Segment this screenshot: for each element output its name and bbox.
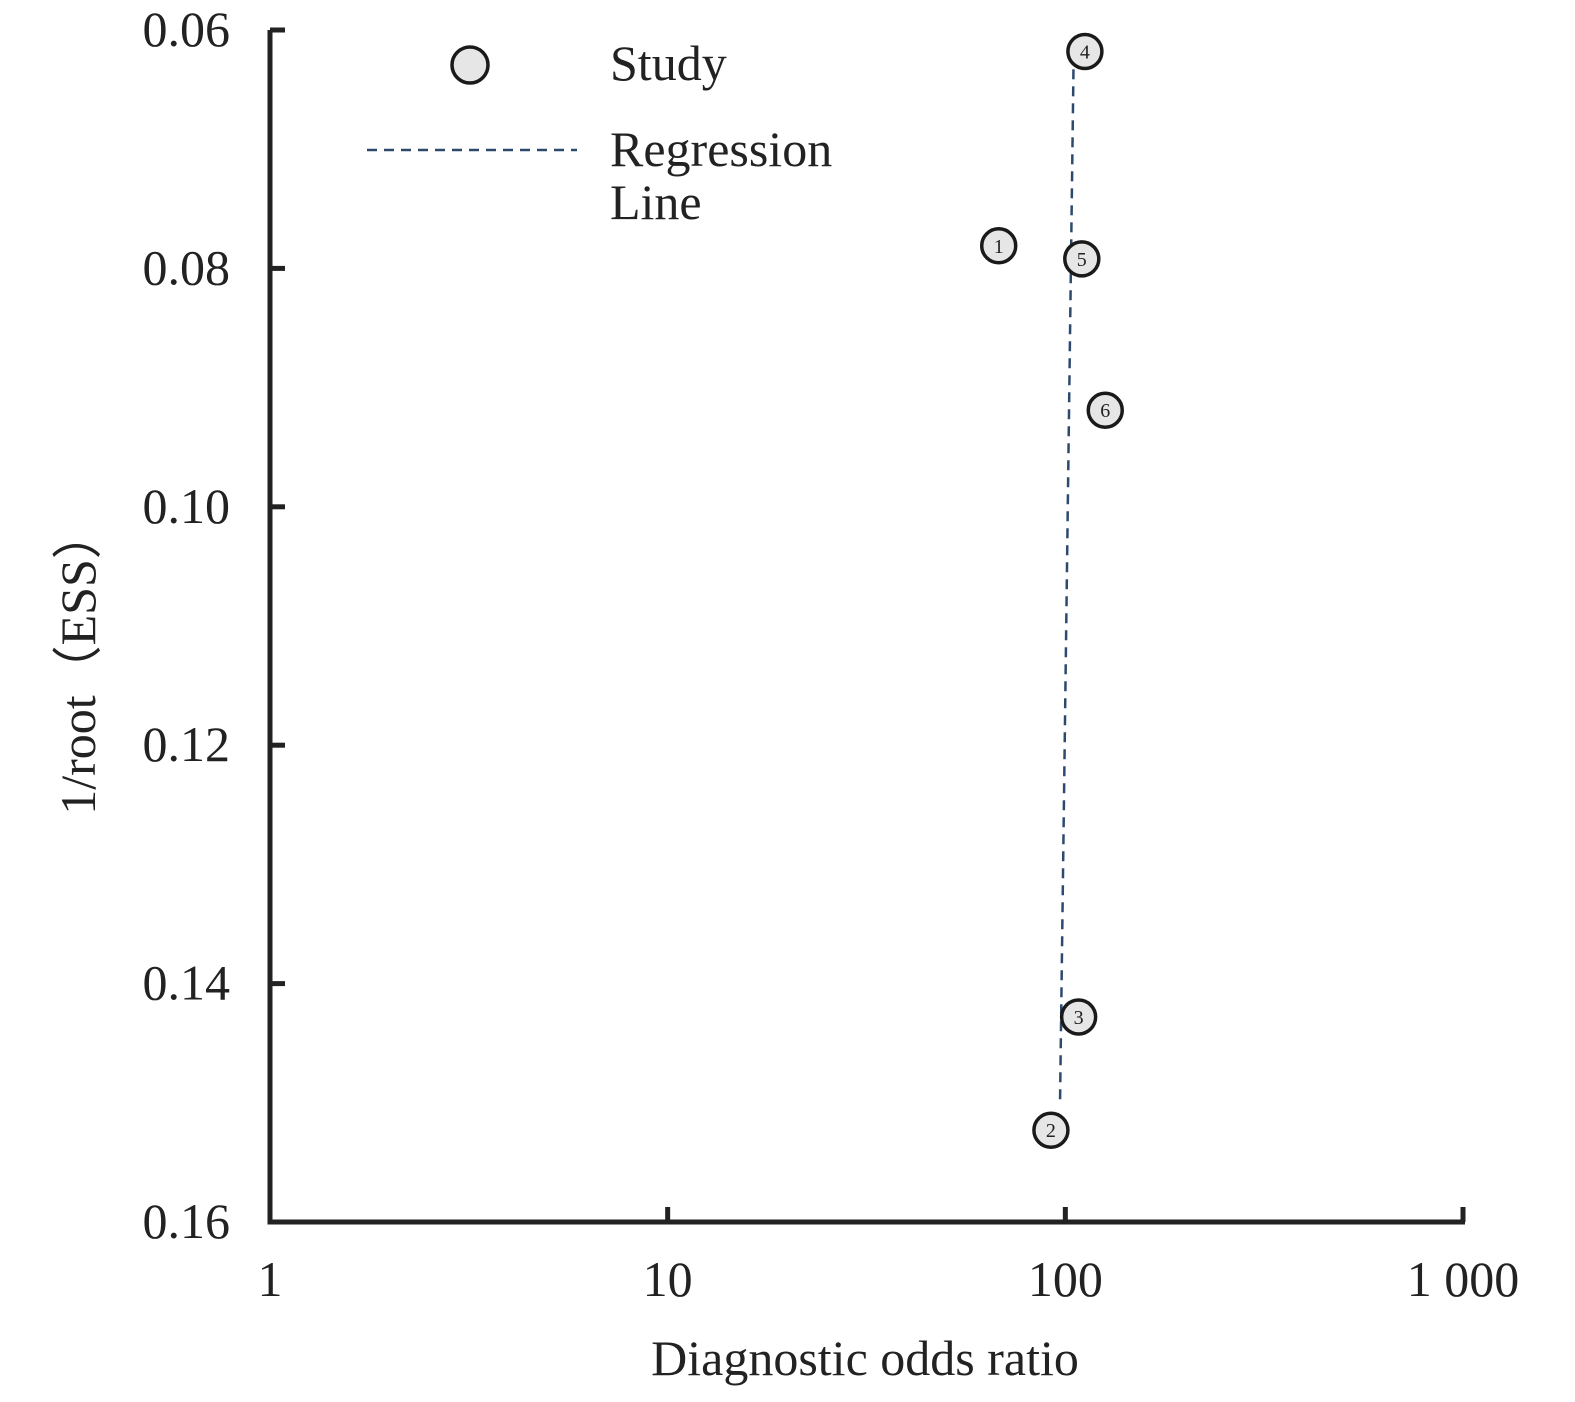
y-tick-label: 0.16 [143, 1193, 231, 1249]
y-tick-label: 0.12 [143, 716, 231, 772]
y-tick-label: 0.14 [143, 955, 231, 1011]
legend-regression-label: Regression Line [610, 121, 832, 230]
y-axis-title: 1/root（ESS） [50, 509, 106, 815]
study-point-6 [1086, 391, 1124, 429]
study-point-5 [1063, 240, 1101, 278]
study-point-3 [1059, 998, 1098, 1036]
legend: Study Regression Line [367, 35, 832, 230]
study-point-label: 3 [1074, 1007, 1084, 1029]
study-point-label: 4 [1080, 41, 1090, 63]
regression-line [1058, 47, 1076, 1100]
study-point-label: 2 [1046, 1120, 1056, 1142]
data-points: 1 2 3 4 5 6 [979, 32, 1124, 1149]
study-point-1 [979, 227, 1018, 265]
regression-line-group [1058, 47, 1076, 1100]
legend-study-label: Study [610, 35, 727, 91]
x-axis-title: Diagnostic odds ratio [651, 1330, 1079, 1386]
x-tick-label: 1 [258, 1251, 283, 1307]
study-point-label: 5 [1077, 249, 1087, 271]
x-tick-label: 100 [1028, 1251, 1103, 1307]
x-tick-label: 10 [643, 1251, 693, 1307]
axes: 0.06 0.08 0.10 0.12 0.14 0.16 1 10 100 1 000 [143, 1, 1520, 1307]
study-point-4 [1066, 32, 1104, 71]
study-point-2 [1032, 1111, 1070, 1149]
study-point-label: 1 [994, 236, 1004, 258]
study-point-label: 6 [1100, 400, 1110, 422]
x-tick-label: 1 000 [1407, 1251, 1520, 1307]
y-tick-label: 0.10 [143, 478, 231, 534]
y-tick-label: 0.06 [143, 1, 231, 57]
legend-study-marker [450, 45, 490, 85]
y-tick-label: 0.08 [143, 239, 231, 295]
